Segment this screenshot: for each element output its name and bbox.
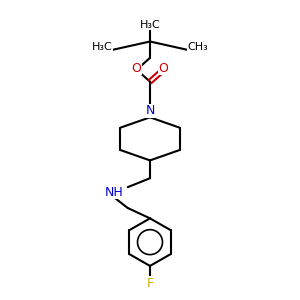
Text: O: O [132,62,142,75]
Text: NH: NH [105,186,124,199]
Text: F: F [146,277,154,290]
Text: CH₃: CH₃ [187,43,208,52]
Text: H₃C: H₃C [140,20,160,30]
Text: H₃C: H₃C [92,43,113,52]
Text: O: O [158,62,168,75]
Text: N: N [145,104,155,117]
